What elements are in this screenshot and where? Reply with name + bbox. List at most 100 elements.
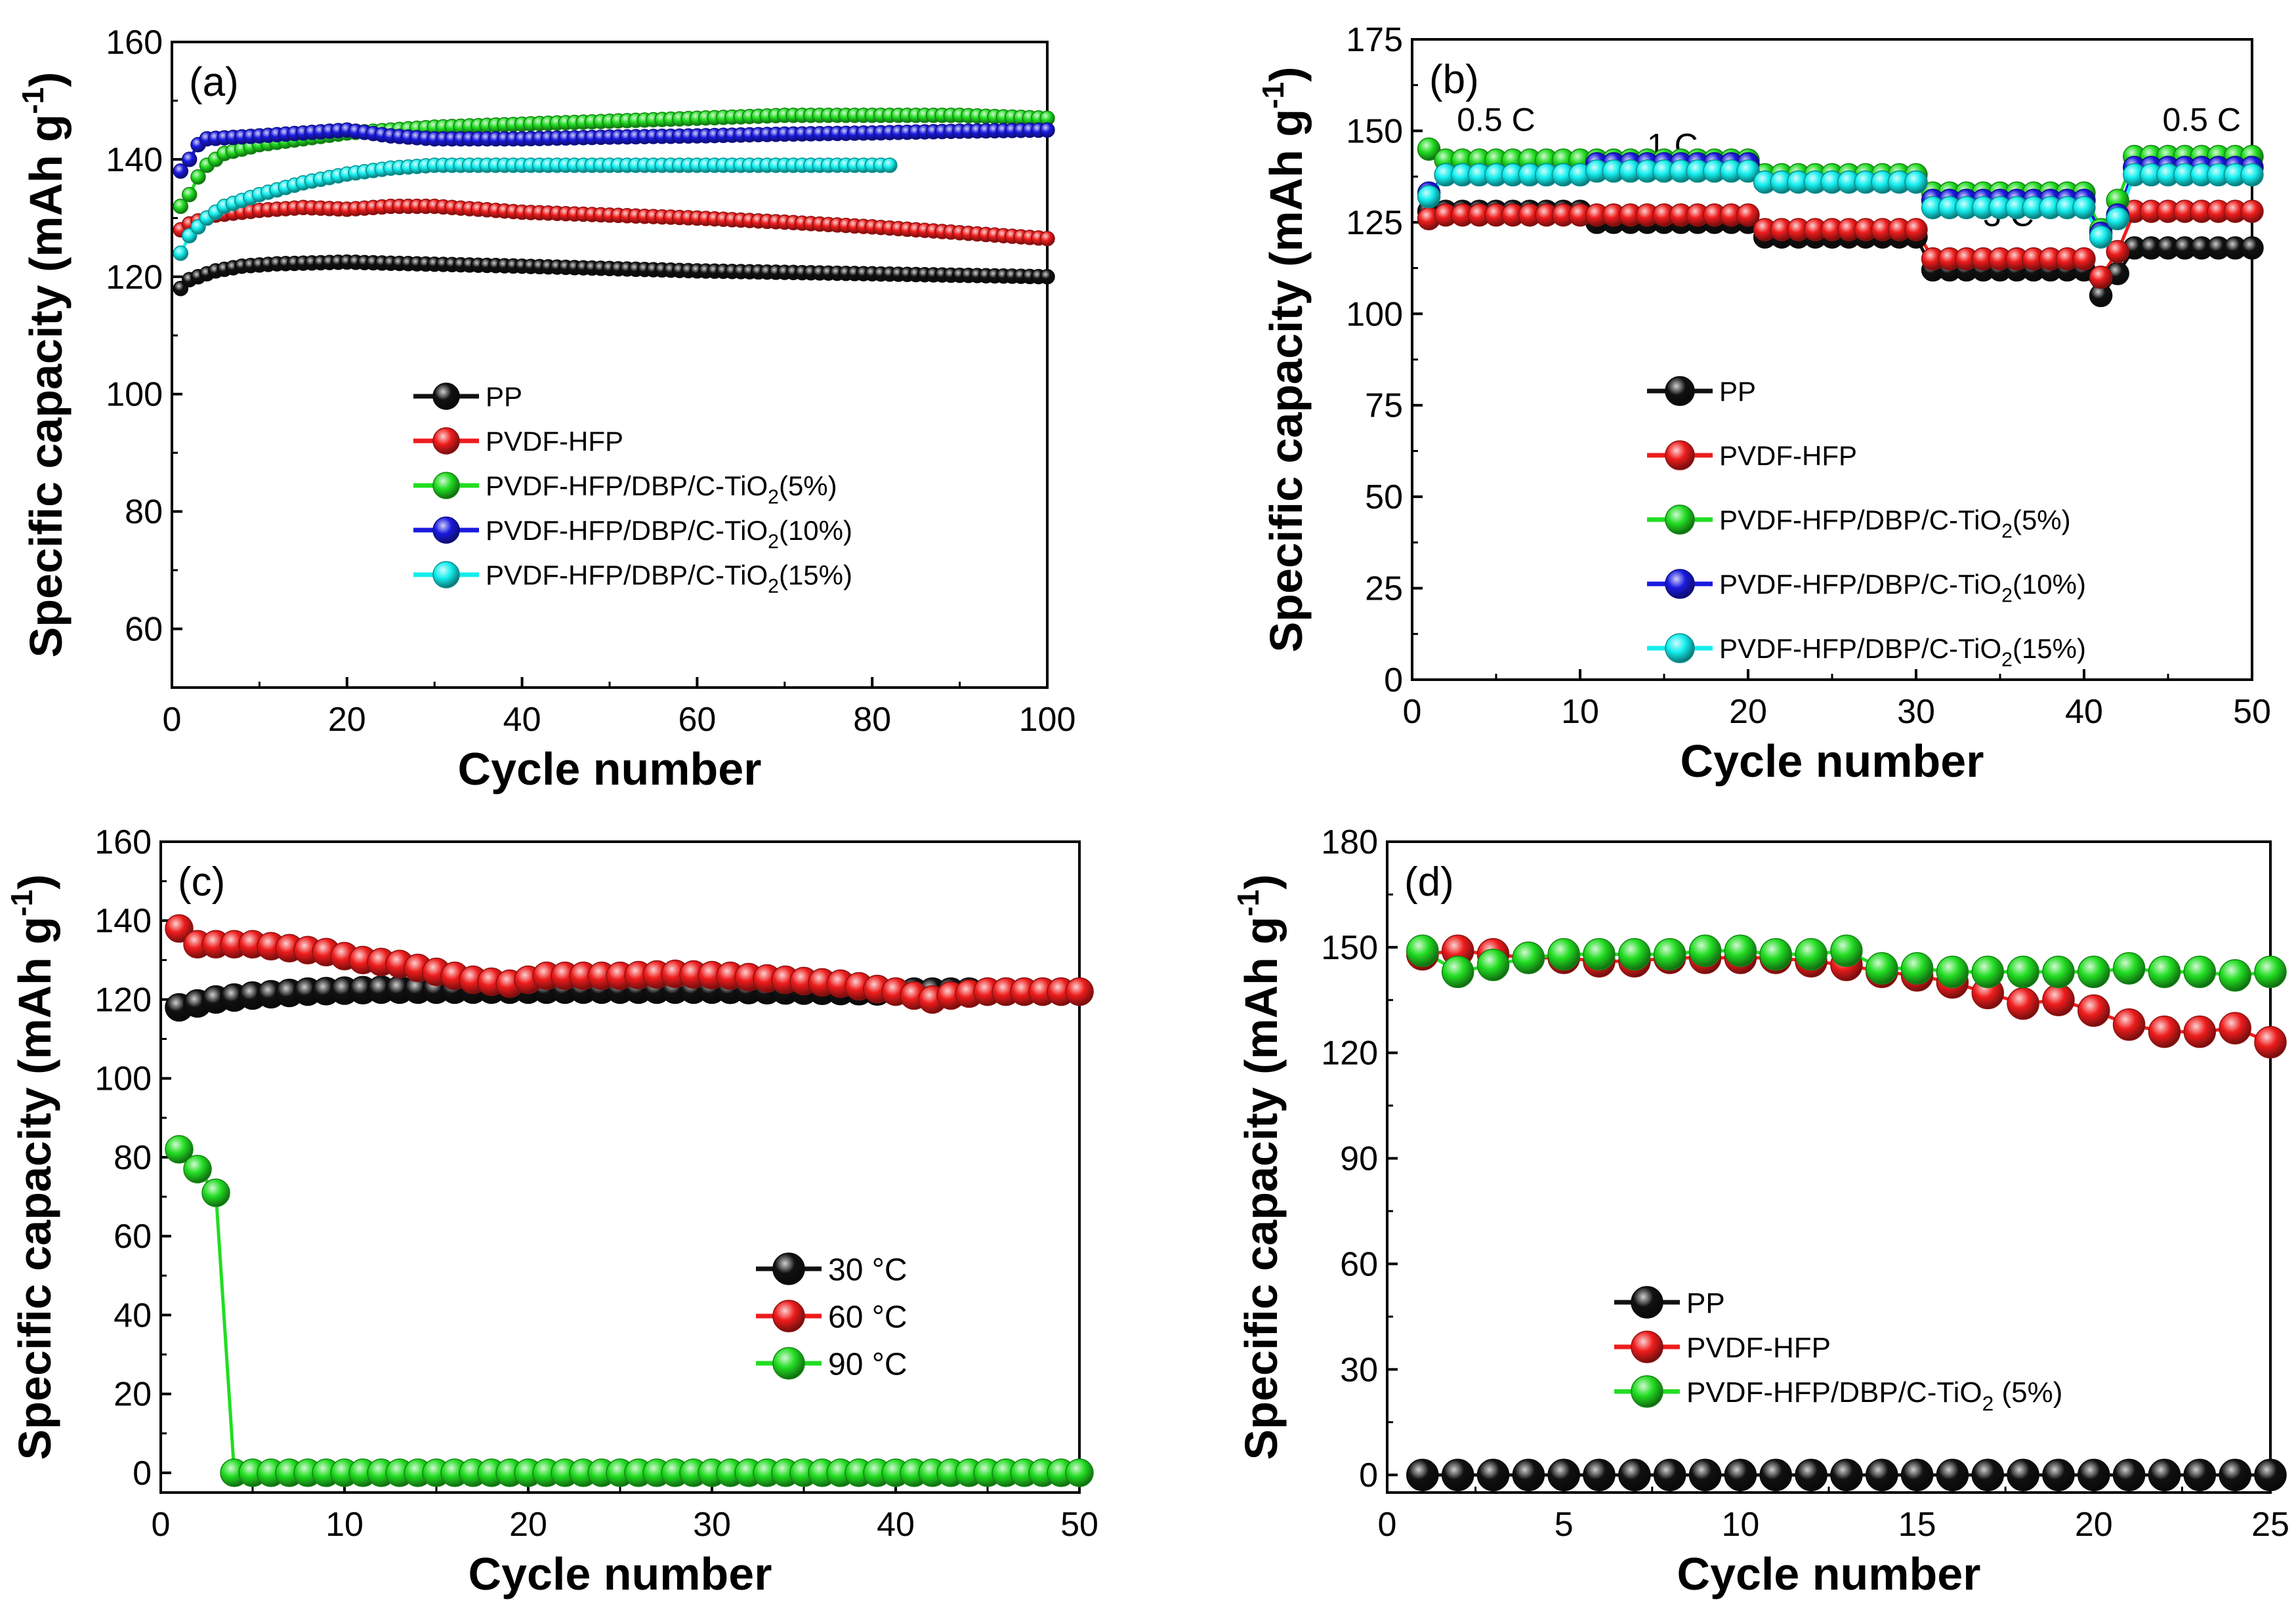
data-point [1039, 269, 1055, 285]
data-point [1039, 230, 1055, 247]
legend-label: PVDF-HFP/DBP/C-TiO2(15%) [1719, 633, 2086, 671]
legend-label: PVDF-HFP/DBP/C-TiO2(15%) [486, 560, 852, 598]
data-point [181, 152, 198, 167]
x-tick-label: 25 [2251, 1506, 2289, 1544]
data-point [1900, 952, 1934, 985]
y-tick-label: 0 [1359, 1456, 1378, 1495]
x-tick-label: 50 [2233, 693, 2271, 731]
data-point [2254, 955, 2287, 989]
data-point [1406, 934, 1439, 967]
x-tick-label: 30 [693, 1506, 731, 1544]
series-line [178, 1148, 1079, 1475]
data-point [181, 186, 198, 203]
data-point [1618, 938, 1651, 971]
x-axis-title: Cycle number [1677, 1548, 1981, 1599]
data-point [1904, 218, 1928, 241]
data-point [2183, 1015, 2217, 1048]
legend-panel-1: PP PVDF-HFP PVDF-HFP/DBP/C-TiO2(5%) PVDF-HF… [413, 381, 852, 598]
data-point [2072, 247, 2096, 271]
y-tick-label: 140 [94, 902, 152, 940]
data-point [1724, 1458, 1757, 1491]
legend-marker [432, 427, 460, 455]
data-point [1866, 952, 1898, 985]
legend-label: PVDF-HFP [486, 426, 623, 457]
x-axis-title: Cycle number [1680, 735, 1984, 787]
x-tick-label: 20 [2075, 1506, 2113, 1544]
data-point [2007, 987, 2039, 1020]
y-tick-label: 125 [1346, 204, 1403, 242]
data-point [165, 914, 194, 943]
data-point [1039, 122, 1055, 138]
chart-panel-1: 0 20 40 60 80 100 60 80 100 120 140 160 Cycle number… [16, 24, 1075, 794]
data-point [1512, 1458, 1545, 1491]
x-tick-label: 0 [1403, 693, 1422, 731]
legend-panel-3: 30 °C 60 °C 90 °C [756, 1252, 908, 1382]
y-tick-label: 40 [114, 1296, 152, 1334]
legend-panel-2: PP PVDF-HFP PVDF-HFP/DBP/C-TiO2(5%) PVDF-HF… [1647, 376, 2086, 671]
data-point [1688, 934, 1722, 967]
data-point [1971, 1458, 2005, 1491]
data-point [2077, 955, 2110, 989]
legend-marker [772, 1347, 805, 1380]
data-point [1795, 938, 1827, 971]
legend-marker [432, 561, 460, 588]
y-tick-label: 140 [106, 141, 163, 179]
series-group [1417, 137, 2264, 308]
y-tick-label: 175 [1346, 21, 1403, 59]
x-tick-label: 0 [163, 701, 182, 739]
series-group [1406, 934, 2287, 1491]
data-point [1724, 934, 1757, 967]
data-point [1417, 185, 1441, 209]
y-tick-label: 100 [94, 1060, 152, 1098]
data-point [1547, 938, 1580, 971]
x-tick-label: 10 [1561, 693, 1599, 731]
data-point [1441, 1458, 1474, 1491]
data-point [1759, 1458, 1792, 1491]
data-point [1653, 1458, 1686, 1491]
data-point [2112, 1458, 2146, 1491]
legend-marker [1665, 376, 1695, 406]
data-point [2042, 955, 2075, 989]
x-tick-label: 10 [1721, 1506, 1759, 1544]
data-point [173, 198, 189, 215]
panel-label: (a) [189, 60, 239, 105]
data-point [1065, 1458, 1094, 1487]
y-tick-label: 0 [133, 1454, 152, 1493]
y-tick-label: 25 [1365, 570, 1403, 608]
panel-label: (d) [1404, 859, 1454, 905]
x-tick-label: 30 [1897, 693, 1935, 731]
y-tick-label: 120 [94, 981, 152, 1019]
legend-marker [1665, 633, 1695, 663]
legend-label: PVDF-HFP [1719, 440, 1857, 471]
y-tick-label: 160 [94, 823, 152, 861]
data-point [2089, 265, 2113, 289]
chart-panel-2: 0 10 20 30 40 50 0 25 50 75 100 125 150 175 Cycle numb… [1256, 21, 2271, 787]
legend-marker [432, 516, 460, 544]
data-point [1417, 137, 1441, 161]
legend-label: PP [1719, 376, 1756, 407]
data-point [173, 163, 189, 179]
data-point [190, 169, 206, 185]
data-point [2219, 959, 2251, 992]
y-tick-label: 60 [1340, 1245, 1378, 1283]
data-point [2007, 1458, 2039, 1491]
data-point [1512, 941, 1545, 974]
y-tick-label: 100 [106, 376, 163, 414]
data-point [1904, 170, 1928, 194]
data-point [2240, 199, 2264, 223]
legend-marker [432, 382, 460, 410]
series-group [165, 914, 1094, 1487]
legend-label: 60 °C [828, 1300, 908, 1334]
y-tick-label: 50 [1365, 478, 1403, 516]
legend-label: 30 °C [828, 1252, 908, 1287]
legend-label: PVDF-HFP/DBP/C-TiO2(5%) [1719, 505, 2071, 543]
legend-label: PP [1686, 1287, 1725, 1319]
y-axis-title: Specific capacity (mAh g-1) [1231, 875, 1287, 1460]
data-point [173, 245, 189, 261]
data-point [1736, 203, 1760, 227]
data-point [1866, 1458, 1898, 1491]
y-tick-label: 90 [1340, 1140, 1378, 1178]
data-point [2077, 1458, 2110, 1491]
data-point [1759, 938, 1792, 971]
